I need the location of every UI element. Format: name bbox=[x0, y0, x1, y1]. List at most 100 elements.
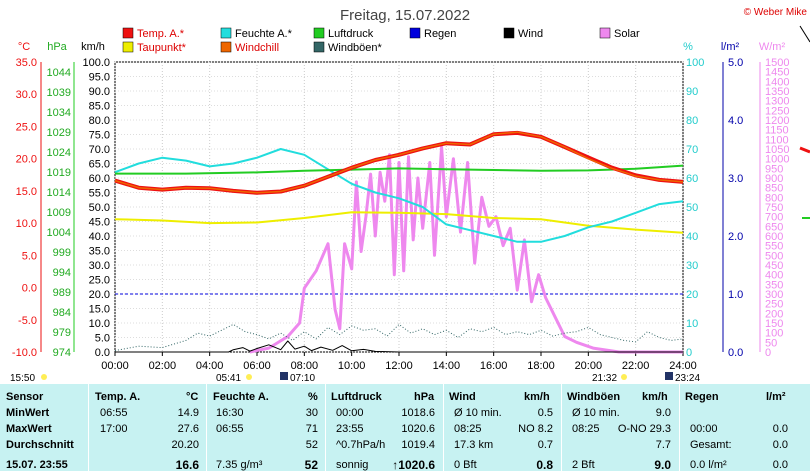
table-cell-gust: 9.0 bbox=[655, 407, 671, 419]
wind-tick-label: 55.0 bbox=[89, 188, 110, 200]
table-cell-wind: 0.5 bbox=[537, 407, 553, 419]
legend-swatch bbox=[220, 41, 232, 53]
header-gust: Windböen bbox=[567, 391, 621, 403]
table-cell-press: ↑1020.6 bbox=[392, 458, 435, 472]
table-cell-gust-time: 08:25 bbox=[572, 423, 600, 435]
solar-tick-label: 100 bbox=[765, 328, 783, 340]
header-hum: Feuchte A. bbox=[213, 391, 269, 403]
solar-tick-label: 1100 bbox=[765, 134, 789, 146]
hum-tick-label: 0 bbox=[686, 347, 692, 359]
table-cell-rain-label: Gesamt: bbox=[690, 439, 732, 451]
table-cell-rain: 0.0 bbox=[772, 423, 788, 435]
overflow-marks bbox=[799, 25, 810, 219]
table-cell-temp: 20.20 bbox=[171, 439, 199, 451]
solar-tick-label: 750 bbox=[765, 202, 783, 214]
temp-tick-label: 25.0 bbox=[16, 121, 37, 133]
table-cell-hum: 30 bbox=[305, 407, 318, 419]
x-tick-label: 04:00 bbox=[196, 360, 224, 372]
press-tick-label: 1034 bbox=[47, 107, 71, 119]
table-cell-temp-time: 17:00 bbox=[100, 423, 128, 435]
rain-axis-unit: l/m² bbox=[721, 41, 740, 53]
solar-tick-label: 550 bbox=[765, 241, 783, 253]
table-cell-temp: 14.9 bbox=[177, 407, 199, 419]
table-cell-hum-time: 7.35 g/m³ bbox=[216, 459, 263, 471]
legend-swatch bbox=[313, 41, 325, 53]
sunset-time: 21:32 bbox=[592, 373, 617, 384]
solar-tick-label: 1450 bbox=[765, 67, 789, 79]
table-cell-gust-time: Ø 10 min. bbox=[572, 407, 620, 419]
rain-tick-label: 5.0 bbox=[728, 57, 743, 69]
x-axis: 00:00 02:00 04:00 06:00 08:00 10:00 12:00 14:00… bbox=[101, 352, 697, 372]
table-cell-rain-label: 0.0 l/m² bbox=[690, 459, 727, 471]
table-cell-press: 1018.6 bbox=[401, 407, 435, 419]
x-tick-label: 24:00 bbox=[669, 360, 697, 372]
credit-text: © Weber Mike bbox=[744, 7, 808, 18]
solar-tick-label: 300 bbox=[765, 289, 783, 301]
wind-tick-label: 5.0 bbox=[95, 333, 110, 345]
hum-tick-label: 40 bbox=[686, 231, 698, 243]
x-tick-label: 10:00 bbox=[338, 360, 366, 372]
press-tick-label: 1009 bbox=[47, 207, 71, 219]
solar-tick-label: 250 bbox=[765, 299, 783, 311]
wind-tick-label: 100.0 bbox=[82, 57, 110, 69]
press-tick-label: 1039 bbox=[47, 87, 71, 99]
press-axis-unit: hPa bbox=[47, 41, 67, 53]
hum-tick-label: 60 bbox=[686, 173, 698, 185]
table-cell-gust-time: 2 Bft bbox=[572, 459, 595, 471]
legend-label: Windböen* bbox=[328, 42, 383, 54]
solar-tick-label: 400 bbox=[765, 270, 783, 282]
table-cell-press-time: ^0.7hPa/h bbox=[336, 439, 386, 451]
header-press: Luftdruck bbox=[331, 391, 382, 403]
table-cell-wind-time: 0 Bft bbox=[454, 459, 477, 471]
solar-tick-label: 450 bbox=[765, 260, 783, 272]
series-line-taupunkt bbox=[114, 211, 684, 234]
solar-tick-label: 800 bbox=[765, 192, 783, 204]
table-cell-wind: NO 8.2 bbox=[518, 423, 553, 435]
solar-tick-label: 600 bbox=[765, 231, 783, 243]
table-cell-wind: 0.7 bbox=[537, 439, 553, 451]
header-hum-unit: % bbox=[308, 391, 318, 403]
legend-swatch bbox=[409, 27, 421, 39]
table-cell-hum-time: 16:30 bbox=[216, 407, 244, 419]
header-wind-unit: km/h bbox=[524, 391, 550, 403]
solar-tick-label: 1500 bbox=[765, 57, 789, 69]
solar-tick-label: 1150 bbox=[765, 125, 789, 137]
x-tick-label: 14:00 bbox=[433, 360, 461, 372]
rain-tick-label: 2.0 bbox=[728, 231, 743, 243]
moonrise-icon bbox=[665, 372, 673, 380]
solar-tick-label: 1000 bbox=[765, 154, 789, 166]
wind-tick-label: 95.0 bbox=[89, 72, 110, 84]
x-tick-label: 18:00 bbox=[527, 360, 555, 372]
solar-tick-label: 200 bbox=[765, 308, 783, 320]
temp-tick-label: 35.0 bbox=[16, 57, 37, 69]
legend-swatch bbox=[313, 27, 325, 39]
solar-tick-label: 500 bbox=[765, 250, 783, 262]
x-tick-label: 02:00 bbox=[149, 360, 177, 372]
series-line-windchill bbox=[114, 131, 684, 194]
wind-tick-label: 20.0 bbox=[89, 289, 110, 301]
temp-tick-label: -5.0 bbox=[18, 315, 37, 327]
temp-tick-label: 20.0 bbox=[16, 154, 37, 166]
wind-tick-label: 30.0 bbox=[89, 260, 110, 272]
solar-tick-label: 1350 bbox=[765, 86, 789, 98]
press-tick-label: 989 bbox=[53, 287, 71, 299]
legend-label: Regen bbox=[424, 28, 456, 40]
temp-tick-label: 0.0 bbox=[22, 283, 37, 295]
press-tick-label: 1014 bbox=[47, 187, 71, 199]
left-time-label: 15:50 bbox=[10, 373, 35, 384]
press-tick-label: 974 bbox=[53, 347, 71, 359]
wind-tick-label: 65.0 bbox=[89, 159, 110, 171]
rain-tick-label: 4.0 bbox=[728, 115, 743, 127]
wind-tick-label: 15.0 bbox=[89, 304, 110, 316]
x-tick-label: 22:00 bbox=[622, 360, 650, 372]
wind-axis-unit: km/h bbox=[81, 41, 105, 53]
solar-tick-label: 1300 bbox=[765, 96, 789, 108]
press-tick-label: 1029 bbox=[47, 127, 71, 139]
table-cell-rain: 0.0 bbox=[772, 459, 788, 471]
solar-tick-label: 1050 bbox=[765, 144, 789, 156]
table-cell-temp: 27.6 bbox=[177, 423, 199, 435]
wind-tick-label: 10.0 bbox=[89, 318, 110, 330]
sun-icon bbox=[41, 374, 47, 380]
table-cell-gust: 9.0 bbox=[654, 458, 671, 472]
legend-swatch bbox=[122, 41, 134, 53]
